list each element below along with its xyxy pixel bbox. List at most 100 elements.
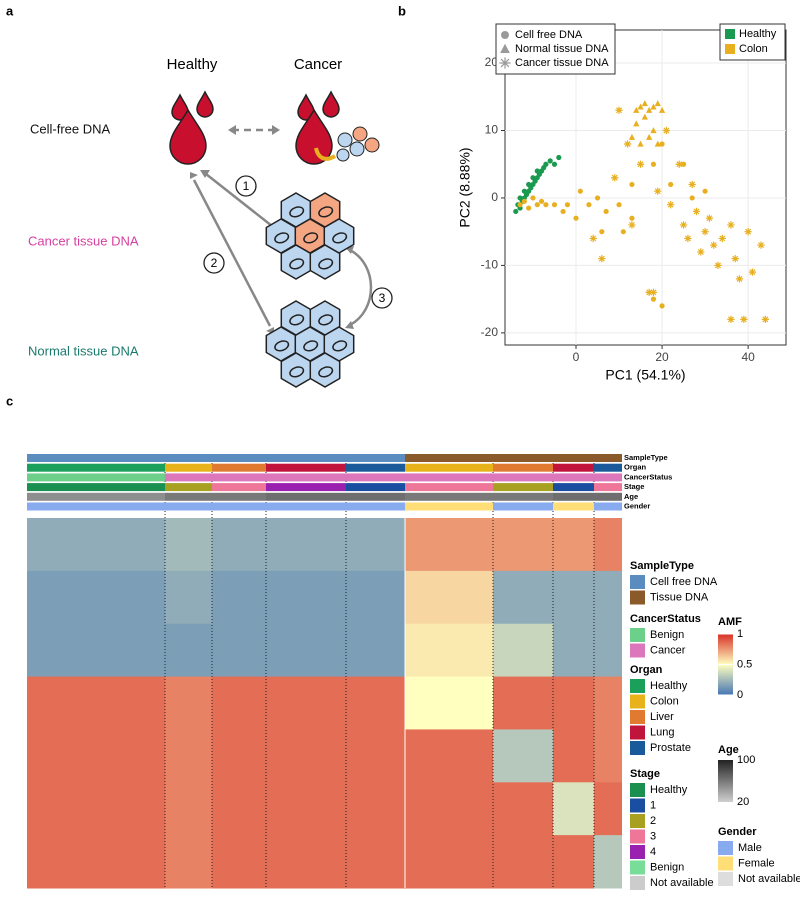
legend-swatch	[630, 679, 645, 693]
annotation-cell	[594, 463, 622, 472]
point	[727, 221, 735, 229]
point	[710, 241, 718, 249]
nucleus	[332, 232, 348, 244]
annotation-cell	[212, 483, 266, 492]
point	[740, 315, 748, 324]
point	[658, 106, 666, 113]
panel-label: b	[398, 3, 406, 18]
blood-drops-cancer	[295, 90, 340, 165]
point	[517, 202, 523, 208]
annotation-cell	[212, 454, 266, 462]
annotation-cell	[594, 454, 622, 462]
annotation-cell	[405, 463, 493, 472]
point	[564, 202, 570, 208]
point	[680, 161, 687, 167]
point	[637, 103, 644, 110]
track-label: Stage	[624, 482, 644, 491]
annotation-cell	[346, 473, 405, 482]
annotation-cell	[346, 454, 405, 462]
annotation-cell	[405, 502, 493, 511]
point	[629, 215, 635, 221]
panel-label: c	[6, 393, 13, 408]
nucleus	[318, 366, 334, 378]
annotation-cell	[405, 454, 493, 462]
annotation-cell	[266, 473, 346, 482]
point	[748, 268, 757, 276]
heatmap-cell	[165, 518, 212, 572]
annotation-cell	[266, 492, 346, 501]
legend-label: Not available	[650, 877, 714, 889]
heatmap-cell	[594, 518, 622, 572]
column-label: Cancer	[294, 56, 342, 73]
point	[649, 288, 658, 297]
annotation-cell	[405, 492, 493, 501]
annotation-cell	[594, 502, 622, 511]
heatmap-cell	[212, 676, 266, 730]
point	[538, 198, 545, 204]
annotation-cell	[346, 463, 405, 472]
legend-swatch	[718, 841, 733, 855]
annotation-cell	[27, 483, 165, 492]
legend-label: Benign	[650, 861, 684, 873]
legend-label: Healthy	[739, 28, 777, 40]
point	[637, 140, 644, 147]
annotation-cell	[594, 492, 622, 501]
heatmap-cell	[165, 782, 212, 836]
legend-title: Organ	[630, 664, 663, 676]
heatmap-cell	[27, 676, 165, 730]
legend-title: Gender	[718, 826, 757, 838]
annotation-cell	[266, 454, 346, 462]
nucleus	[274, 340, 290, 352]
nucleus	[303, 340, 319, 352]
point	[684, 234, 692, 243]
legend-label: 4	[650, 846, 656, 858]
annotation-cell	[493, 483, 553, 492]
point	[615, 106, 623, 114]
heatmap-cell	[266, 570, 346, 625]
annotation-cell	[27, 473, 165, 482]
heatmap-cell	[266, 676, 346, 730]
legend-swatch	[630, 876, 645, 890]
legend-label: 1	[650, 799, 656, 811]
annotation-cell	[493, 454, 553, 462]
point	[603, 208, 609, 215]
nucleus	[289, 366, 305, 378]
point	[633, 106, 640, 113]
legend-swatch	[718, 872, 733, 886]
legend-label: Not available	[738, 873, 800, 885]
heatmap-cell	[27, 570, 165, 625]
colorbar-label: 1	[737, 628, 743, 640]
nucleus	[318, 258, 334, 270]
heatmap-cell	[165, 623, 212, 678]
heatmap-cell	[553, 676, 594, 730]
point	[586, 202, 592, 208]
heatmap-cell	[493, 623, 553, 678]
heatmap-cell	[493, 835, 553, 889]
heatmap-cell	[212, 518, 266, 572]
annotation-cell	[27, 454, 165, 462]
heatmap-cell	[405, 835, 493, 889]
arrows	[190, 125, 373, 334]
heatmap-cell	[212, 623, 266, 678]
blood-drops-healthy	[169, 90, 214, 165]
annotation-cell	[405, 473, 493, 482]
hex-cell	[309, 352, 341, 388]
point	[620, 229, 626, 235]
legend-label: Healthy	[650, 784, 688, 796]
point	[629, 181, 635, 188]
point	[599, 229, 605, 235]
legend-swatch	[630, 694, 645, 709]
heatmap-cell	[346, 782, 405, 836]
heatmap-cell	[594, 623, 622, 678]
legend-swatch	[718, 856, 733, 871]
heatmap-cell	[405, 623, 493, 678]
step-number: 2	[211, 256, 218, 270]
legend-label: Lung	[650, 726, 674, 738]
heatmap-cell	[594, 570, 622, 625]
heatmap-cell	[405, 518, 493, 572]
column-label: Healthy	[167, 56, 218, 73]
heatmap-cell	[212, 729, 266, 783]
row-label: Cell-free DNA	[30, 121, 111, 136]
annotation-cell	[553, 492, 594, 501]
legend-label: Male	[738, 842, 762, 854]
